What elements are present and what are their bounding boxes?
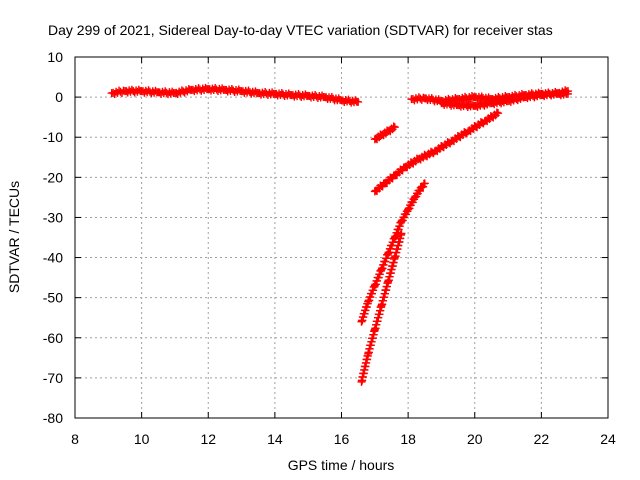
series-arc-2: [370, 122, 399, 144]
y-tick-label: -30: [43, 209, 63, 225]
x-tick-label: 18: [400, 431, 416, 447]
x-tick-label: 12: [200, 431, 216, 447]
x-tick-label: 20: [467, 431, 483, 447]
data-point: [389, 122, 398, 131]
y-tick-label: -80: [43, 410, 63, 426]
x-tick-label: 10: [134, 431, 150, 447]
x-tick-label: 8: [71, 431, 79, 447]
tick-marks: [74, 56, 609, 419]
x-tick-label: 22: [534, 431, 550, 447]
data-point: [564, 87, 573, 96]
x-axis-title: GPS time / hours: [288, 457, 395, 473]
x-tick-label: 14: [267, 431, 283, 447]
y-tick-labels: 10 0 -10 -20 -30 -40 -50 -60 -70 -80: [43, 49, 63, 426]
series-arc-7: [437, 86, 573, 112]
data-points: [107, 83, 573, 386]
x-tick-label: 24: [600, 431, 616, 447]
data-point: [354, 97, 363, 106]
y-tick-label: -10: [43, 129, 63, 145]
y-tick-label: 0: [55, 89, 63, 105]
y-tick-label: -70: [43, 370, 63, 386]
x-tick-labels: 8 10 12 14 16 18 20 22 24: [71, 431, 616, 447]
series-arc-5: [357, 229, 406, 386]
y-tick-label: 10: [47, 49, 63, 65]
y-axis-title: SDTVAR / TECUs: [6, 181, 22, 293]
data-point: [397, 229, 406, 238]
series-arc-4: [357, 179, 429, 326]
grid: [75, 57, 608, 418]
data-point: [494, 109, 503, 118]
data-point: [390, 123, 399, 132]
x-tick-label: 16: [334, 431, 350, 447]
data-point: [420, 179, 429, 188]
y-tick-label: -20: [43, 169, 63, 185]
series-arc-3: [370, 108, 503, 196]
y-tick-label: -40: [43, 250, 63, 266]
y-tick-label: -50: [43, 290, 63, 306]
y-tick-label: -60: [43, 330, 63, 346]
series-arc-1: [107, 83, 363, 107]
chart-title: Day 299 of 2021, Sidereal Day-to-day VTE…: [48, 22, 553, 38]
